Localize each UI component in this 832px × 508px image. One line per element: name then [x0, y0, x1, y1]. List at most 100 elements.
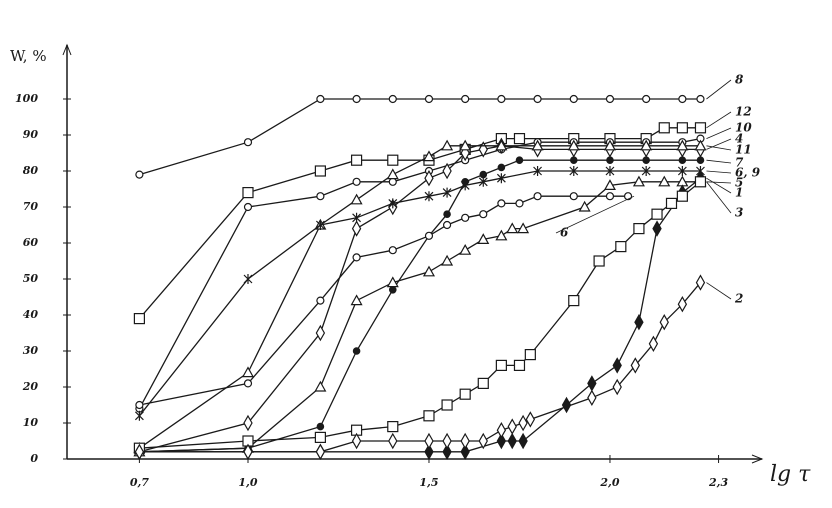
marker — [640, 139, 653, 151]
marker — [387, 421, 399, 433]
marker — [605, 192, 615, 201]
marker — [634, 313, 644, 331]
marker — [587, 389, 597, 407]
x-tick-label: 1,0 — [238, 476, 257, 489]
marker — [243, 379, 253, 388]
marker — [641, 166, 651, 176]
marker — [387, 154, 399, 166]
marker — [615, 241, 627, 253]
marker — [632, 175, 645, 187]
y-tick-label: 40 — [23, 308, 39, 321]
marker — [696, 156, 705, 165]
marker — [424, 191, 434, 202]
marker — [531, 139, 544, 151]
marker — [424, 432, 434, 450]
marker — [676, 190, 688, 202]
marker — [507, 432, 517, 450]
marker — [316, 296, 325, 305]
marker — [135, 400, 144, 410]
marker — [352, 347, 361, 355]
marker — [316, 422, 325, 431]
label-leader — [706, 79, 732, 100]
label-leader — [706, 181, 732, 184]
label-leader — [555, 195, 635, 234]
marker — [352, 212, 362, 223]
marker — [606, 156, 614, 165]
marker — [605, 166, 615, 176]
marker — [569, 166, 579, 176]
marker — [578, 200, 591, 212]
marker — [315, 220, 325, 230]
marker — [134, 410, 144, 421]
marker — [441, 139, 454, 151]
marker — [461, 94, 470, 104]
x-axis-arrow — [751, 454, 764, 464]
series-label: 11 — [735, 143, 752, 157]
marker — [442, 443, 452, 461]
marker — [694, 176, 707, 188]
marker — [350, 294, 363, 306]
marker — [603, 139, 616, 151]
marker — [350, 193, 363, 205]
marker — [442, 220, 452, 230]
marker — [352, 94, 361, 104]
marker — [459, 139, 472, 151]
marker — [459, 388, 471, 400]
series-label: 12 — [735, 105, 752, 119]
marker — [524, 349, 536, 361]
marker — [630, 357, 640, 374]
label-leader — [706, 177, 732, 194]
marker — [316, 94, 325, 104]
marker — [241, 366, 255, 378]
marker — [316, 192, 325, 201]
series-line — [138, 170, 701, 417]
series-label: 5 — [735, 176, 743, 190]
marker — [388, 198, 398, 209]
marker — [642, 156, 650, 165]
series-label: 10 — [735, 121, 752, 135]
series-line — [139, 282, 701, 453]
marker — [477, 233, 490, 244]
marker — [441, 254, 454, 266]
marker — [459, 243, 472, 255]
marker — [569, 94, 578, 104]
marker — [533, 94, 542, 104]
y-tick-label: 60 — [23, 236, 39, 249]
y-tick-label: 100 — [15, 92, 38, 105]
marker — [642, 94, 651, 104]
marker — [424, 94, 434, 104]
series-line — [139, 159, 701, 453]
marker — [612, 378, 622, 396]
x-tick-label: 1,5 — [419, 476, 438, 489]
marker — [423, 410, 435, 422]
marker — [496, 173, 506, 184]
marker — [568, 295, 580, 307]
marker — [533, 192, 542, 201]
marker — [652, 220, 662, 237]
marker — [424, 169, 434, 187]
marker — [533, 166, 542, 176]
series-line — [139, 98, 701, 176]
marker — [422, 265, 435, 277]
marker — [696, 94, 705, 104]
marker — [442, 162, 452, 180]
marker — [461, 213, 470, 222]
marker — [603, 179, 616, 190]
x-axis-label: lg τ — [770, 462, 811, 487]
marker — [388, 94, 397, 104]
marker — [424, 443, 434, 461]
series-line — [139, 145, 701, 449]
marker — [515, 199, 524, 208]
y-tick-label: 20 — [22, 380, 39, 393]
label-leader — [706, 145, 732, 151]
marker — [350, 154, 363, 166]
marker — [388, 285, 397, 294]
y-tick-label: 0 — [30, 452, 38, 465]
marker — [495, 229, 508, 241]
y-axis-arrow — [62, 43, 72, 56]
marker — [315, 324, 326, 342]
y-tick-label: 10 — [23, 416, 39, 429]
marker — [388, 432, 398, 450]
marker — [648, 335, 659, 353]
